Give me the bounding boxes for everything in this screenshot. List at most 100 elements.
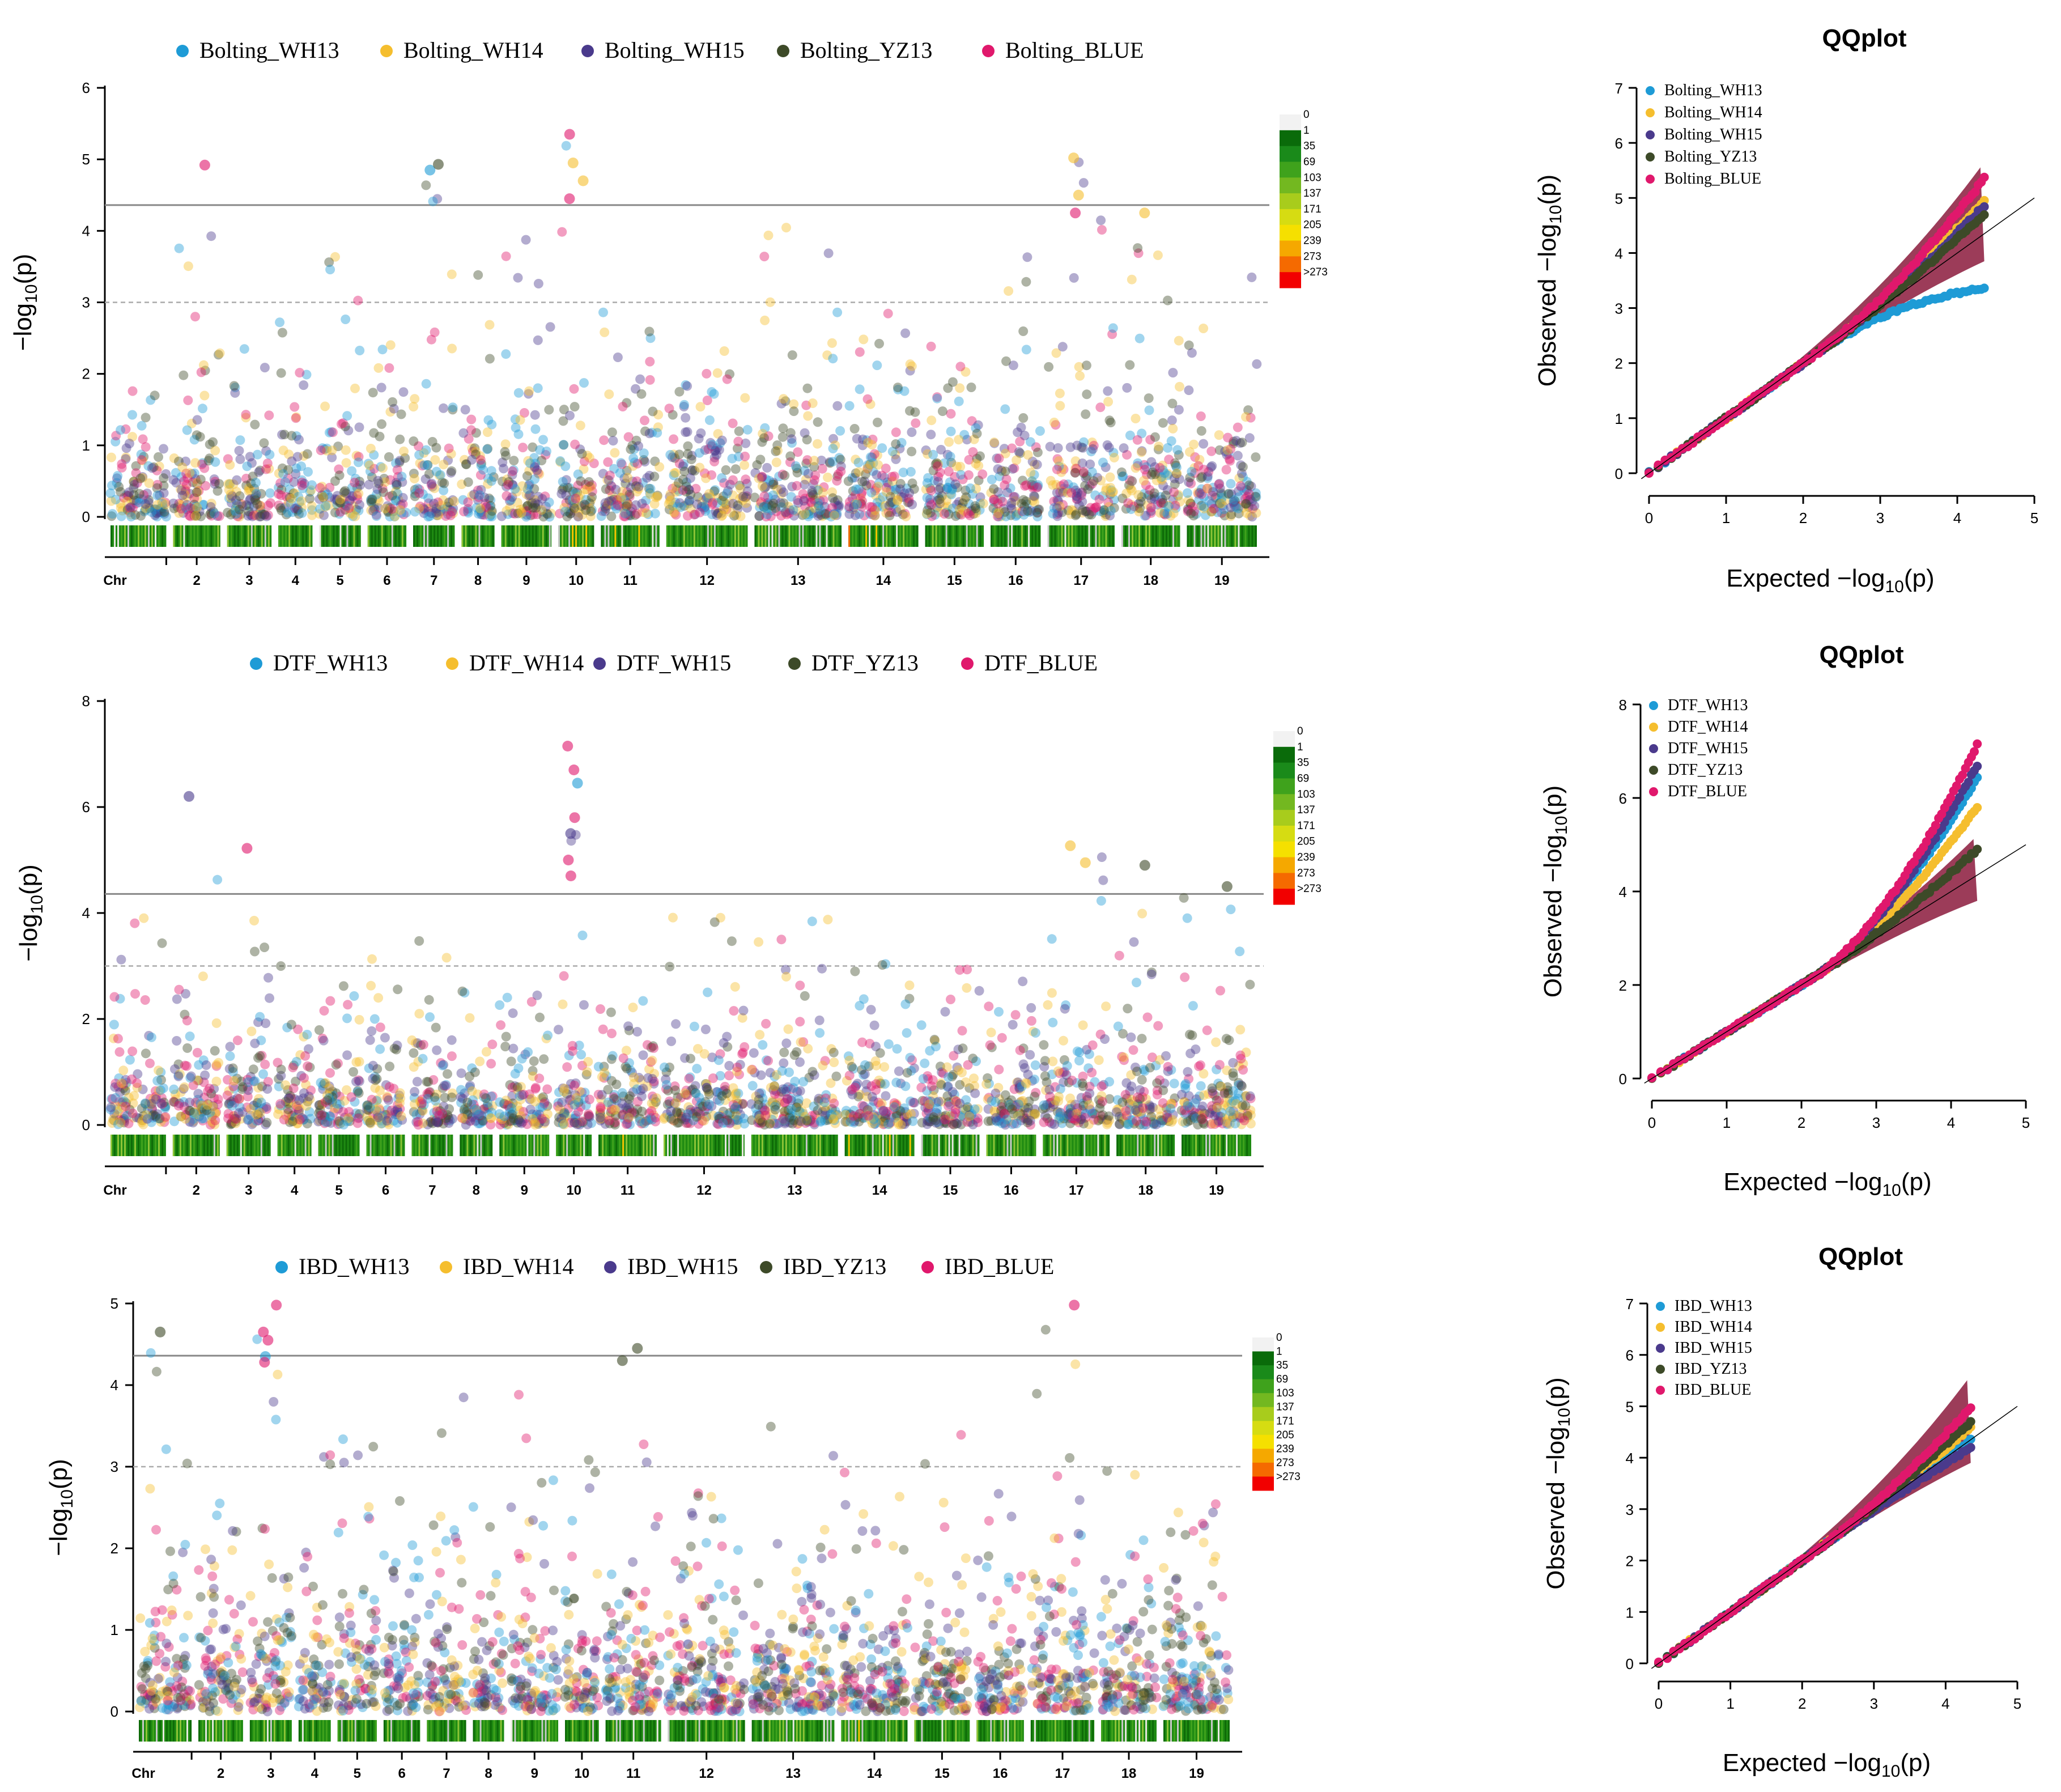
snp-point (106, 496, 116, 506)
snp-point (1066, 488, 1077, 498)
snp-point (1150, 432, 1160, 442)
snp-point (338, 981, 349, 991)
snp-point (850, 510, 860, 520)
snp-point (1169, 1078, 1179, 1089)
snp-point (1251, 452, 1261, 462)
snp-point (297, 480, 307, 490)
snp-point (275, 503, 286, 513)
top-hit-point (564, 129, 575, 140)
snp-point (885, 511, 895, 521)
snp-point (530, 1118, 540, 1128)
density-stripe (906, 525, 908, 547)
snp-point (295, 497, 305, 507)
snp-point (297, 477, 307, 487)
snp-point (206, 511, 216, 521)
snp-point (874, 338, 884, 349)
density-stripe (549, 525, 551, 547)
ld-legend-label: 239 (1303, 235, 1321, 247)
density-stripe (1238, 525, 1240, 547)
snp-point (883, 1039, 894, 1049)
density-stripe (114, 1135, 116, 1156)
snp-point (449, 496, 460, 507)
y-tick-label: 1 (82, 437, 90, 454)
snp-point (225, 479, 235, 489)
chromosome-label: 9 (522, 573, 530, 588)
snp-point (235, 499, 245, 509)
density-stripe (417, 525, 419, 547)
snp-point (778, 487, 788, 498)
snp-point (508, 466, 517, 476)
density-stripe (792, 525, 794, 547)
snp-point (1225, 454, 1234, 464)
snp-point (443, 1069, 452, 1079)
snp-point (829, 511, 839, 520)
snp-point (989, 438, 999, 447)
snp-point (495, 1000, 505, 1010)
snp-point (138, 456, 148, 466)
snp-point (1221, 1034, 1231, 1044)
legend-label: DTF_YZ13 (811, 650, 919, 676)
snp-point (193, 486, 203, 496)
snp-point (543, 1030, 553, 1041)
density-stripe (1142, 525, 1144, 547)
snp-point (276, 368, 286, 378)
density-stripe (244, 525, 246, 547)
snp-point (969, 1073, 979, 1084)
snp-point (559, 1119, 570, 1129)
snp-point (1179, 893, 1189, 903)
snp-point (1047, 988, 1057, 998)
density-stripe (938, 525, 941, 547)
snp-point (708, 498, 718, 508)
snp-point (828, 444, 838, 453)
snp-point (879, 1106, 889, 1116)
snp-point (131, 498, 141, 508)
density-stripe (1190, 525, 1192, 547)
snp-point (458, 428, 469, 438)
snp-point (368, 388, 378, 398)
snp-point (260, 1059, 270, 1069)
snp-point (126, 502, 136, 512)
snp-point (425, 511, 435, 521)
snp-point (954, 396, 964, 406)
density-stripe (781, 525, 784, 547)
snp-point (159, 509, 169, 519)
density-stripe (468, 525, 470, 547)
snp-point (159, 488, 169, 498)
density-stripe (1008, 525, 1010, 547)
chromosome-label: 18 (1143, 573, 1158, 588)
snp-point (623, 473, 632, 483)
snp-point (1207, 461, 1217, 471)
snp-point (171, 468, 181, 478)
snp-point (274, 500, 284, 511)
snp-point (994, 1007, 1004, 1017)
top-hit-point (568, 765, 580, 775)
snp-point (1144, 393, 1154, 404)
snp-point (1044, 1085, 1055, 1095)
snp-point (1228, 1068, 1238, 1078)
snp-point (190, 511, 201, 521)
snp-point (966, 383, 976, 392)
top-hit-point (563, 855, 574, 865)
snp-point (1104, 415, 1115, 426)
density-stripe (193, 1135, 195, 1156)
snp-point (1021, 277, 1031, 287)
snp-point (470, 1116, 481, 1126)
snp-point (599, 435, 609, 445)
snp-point (934, 494, 945, 504)
ld-legend-label: 205 (1303, 219, 1321, 231)
snp-point (1113, 1021, 1123, 1031)
snp-point (847, 1084, 857, 1094)
snp-point (985, 1040, 995, 1050)
density-stripe (151, 1135, 153, 1156)
density-stripe (180, 525, 182, 547)
density-stripe (237, 525, 239, 547)
snp-point (181, 468, 191, 478)
snp-point (636, 389, 647, 399)
snp-point (1094, 1055, 1104, 1065)
density-stripe (700, 525, 702, 547)
snp-point (891, 454, 901, 464)
snp-point (294, 491, 304, 502)
snp-point (945, 452, 955, 462)
snp-point (159, 481, 169, 491)
snp-point (533, 279, 543, 288)
